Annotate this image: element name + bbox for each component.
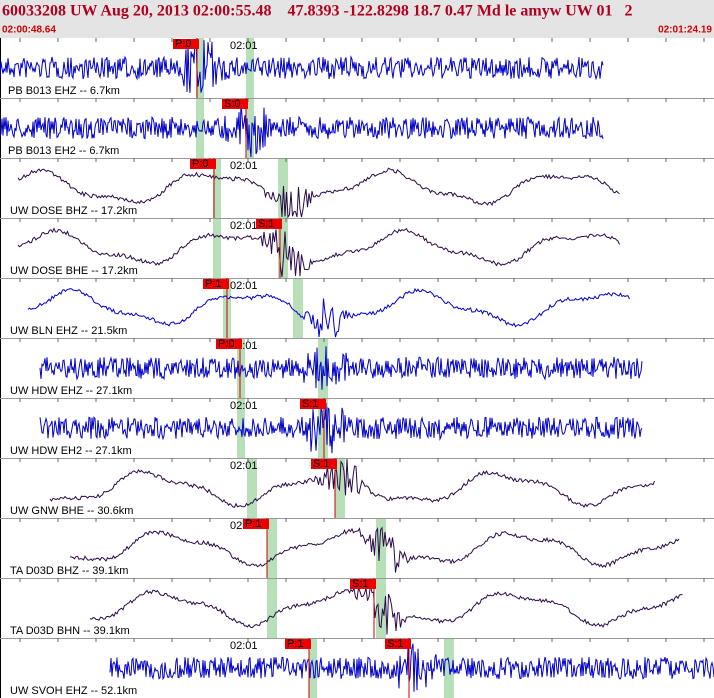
pick-label: P:1	[245, 518, 262, 530]
pick-window	[247, 458, 257, 518]
pick-flag	[285, 639, 311, 649]
pick-window	[213, 158, 221, 218]
channel-label: UW DOSE BHZ -- 17.2km	[10, 205, 137, 217]
time-label: 02:01	[230, 400, 258, 412]
pick-flag	[311, 459, 337, 469]
pick-window	[376, 518, 386, 578]
pick-window	[196, 98, 204, 158]
waveform	[17, 227, 620, 277]
time-label: 02:01	[230, 640, 258, 652]
pick-label: P:0	[175, 38, 192, 50]
pick-flag	[256, 219, 282, 229]
channel-label: UW HDW EH2 -- 27.1km	[10, 445, 132, 457]
pick-flag	[190, 159, 216, 169]
pick-flag	[385, 639, 411, 649]
channel-label: UW HDW EHZ -- 27.1km	[10, 385, 132, 397]
time-label: 02:01	[230, 40, 258, 52]
channel-label: TA D03D BHZ -- 39.1km	[10, 565, 128, 577]
pick-label: S:1	[313, 458, 330, 470]
channel-label: TA D03D BHN -- 39.1km	[10, 625, 130, 637]
pick-window	[376, 578, 386, 638]
waveform	[39, 402, 643, 454]
pick-label: P:0	[218, 338, 235, 350]
waveform	[39, 346, 643, 390]
waveform	[27, 287, 630, 338]
waveform	[17, 167, 620, 219]
pick-window	[196, 38, 204, 98]
channel-label: UW DOSE BHE -- 17.2km	[10, 265, 138, 277]
start-time: 02:00:48.64	[2, 25, 56, 36]
waveform	[109, 643, 714, 692]
event-title: 60033208 UW Aug 20, 2013 02:00:55.48 47.…	[2, 3, 633, 20]
pick-label: S:0	[224, 98, 241, 110]
channel-label: PB B013 EHZ -- 6.7km	[8, 85, 120, 97]
pick-flag	[300, 399, 326, 409]
pick-label: S:1	[302, 398, 319, 410]
pick-window	[246, 98, 254, 158]
pick-flag	[173, 39, 199, 49]
pick-flag	[350, 579, 376, 589]
time-label: 02:01	[230, 280, 258, 292]
pick-label: S:1	[352, 578, 369, 590]
header-bar	[0, 0, 714, 38]
pick-flag	[243, 519, 269, 529]
pick-label: P:1	[205, 278, 222, 290]
pick-flag	[203, 279, 229, 289]
pick-flag	[216, 339, 242, 349]
pick-label: P:1	[287, 638, 304, 650]
waveform	[69, 526, 680, 573]
pick-label: S:1	[258, 218, 275, 230]
pick-window	[267, 518, 277, 578]
pick-window	[213, 218, 221, 278]
pick-label: S:1	[387, 638, 404, 650]
pick-window	[293, 278, 303, 338]
end-time: 02:01:24.19	[658, 25, 712, 36]
time-label: 02:01	[230, 460, 258, 472]
waveform	[89, 585, 683, 635]
channel-label: UW SVOH EHZ -- 52.1km	[10, 685, 137, 697]
waveform	[0, 38, 604, 93]
channel-label: UW GNW BHE -- 30.6km	[10, 505, 133, 517]
channel-label: UW BLN EHZ -- 21.5km	[10, 325, 127, 337]
channel-label: PB B013 EH2 -- 6.7km	[8, 145, 119, 157]
pick-label: P:0	[192, 158, 209, 170]
pick-flag	[222, 99, 248, 109]
pick-window	[267, 578, 277, 638]
pick-window	[246, 38, 254, 98]
pick-window	[237, 398, 245, 458]
time-label: 02:01	[230, 220, 258, 232]
pick-window	[278, 218, 288, 278]
time-label: 02:01	[230, 160, 258, 172]
waveform	[0, 101, 604, 158]
waveform	[49, 458, 655, 509]
